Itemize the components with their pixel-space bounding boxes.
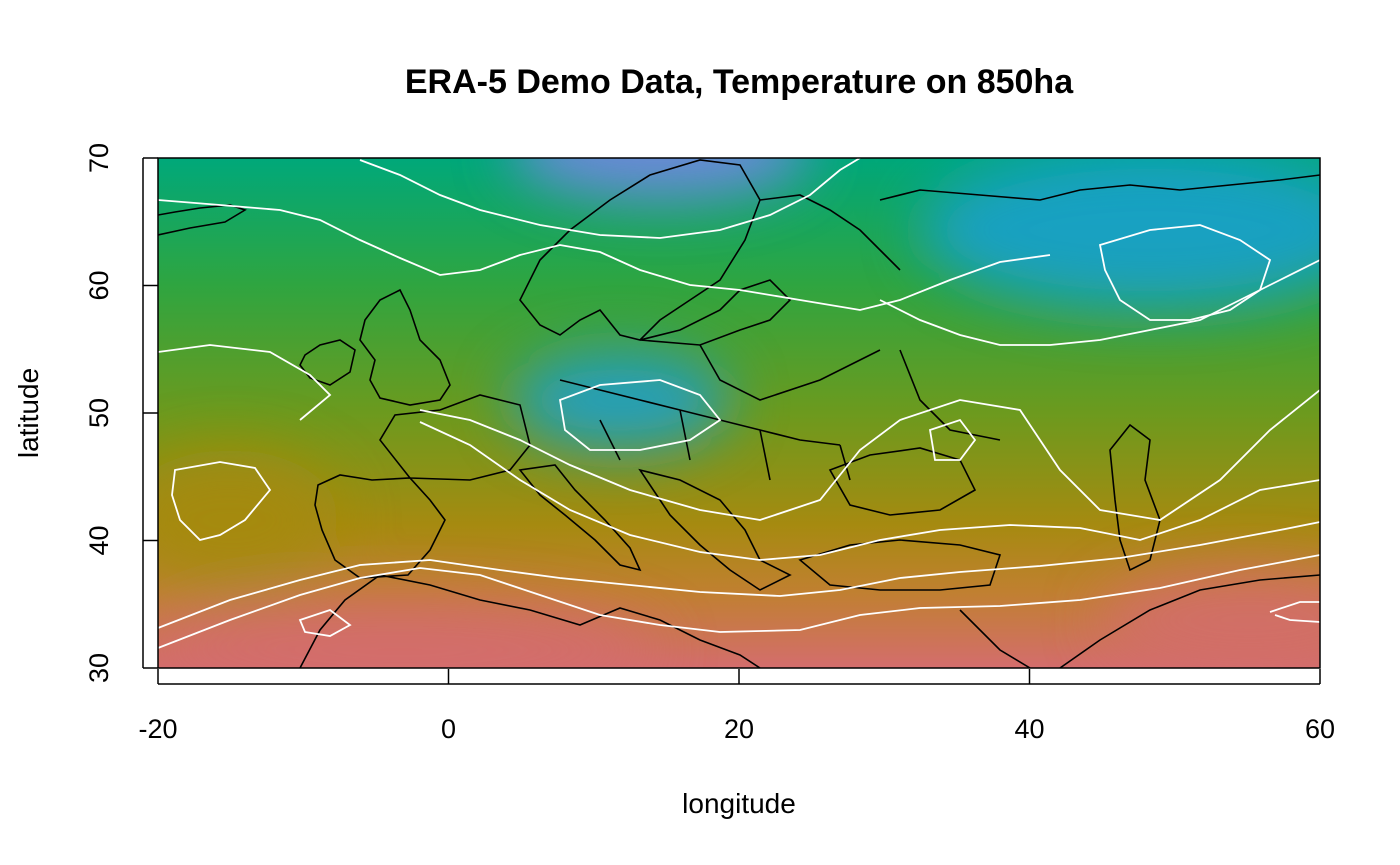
x-tick-label: 20 bbox=[724, 714, 754, 744]
isoline-atlantic-loop bbox=[171, 461, 272, 541]
isoline-south-2 bbox=[158, 521, 1320, 629]
isoline-north-1 bbox=[158, 199, 1051, 311]
y-axis-label: latitude bbox=[13, 368, 44, 458]
coastline-north-africa bbox=[299, 574, 761, 668]
x-tick-label: 0 bbox=[441, 714, 456, 744]
cold-region-russia bbox=[920, 158, 1320, 310]
isoline-west bbox=[158, 344, 332, 421]
x-axis: -20 0 20 40 60 bbox=[138, 669, 1335, 744]
coastline-france bbox=[379, 394, 531, 481]
coastline-arctic bbox=[879, 174, 1320, 201]
isoline-russia bbox=[879, 259, 1320, 346]
coastline-ireland bbox=[299, 339, 356, 386]
y-axis: 30 40 50 60 70 bbox=[84, 143, 158, 683]
coastline-iceland bbox=[158, 204, 247, 236]
coastline-italy bbox=[518, 464, 642, 572]
coastline-iberia bbox=[314, 474, 446, 579]
y-tick-label: 60 bbox=[84, 270, 114, 300]
x-tick-label: 60 bbox=[1305, 714, 1335, 744]
isoline-anatolia-loop bbox=[928, 418, 977, 461]
isoline-east bbox=[1098, 224, 1272, 321]
temperature-isolines bbox=[158, 158, 1320, 649]
isoline-north-2 bbox=[359, 158, 861, 239]
isoline-mid-2 bbox=[419, 389, 1320, 521]
coastline-kola bbox=[759, 194, 901, 271]
x-axis-label: longitude bbox=[682, 788, 796, 819]
x-tick-label: -20 bbox=[138, 714, 177, 744]
coastline-mideast bbox=[959, 574, 1320, 668]
hot-region-middle-east bbox=[1100, 570, 1320, 668]
coastline-scandinavia bbox=[519, 159, 761, 341]
temperature-field bbox=[158, 158, 1320, 668]
warm-region-atlantic bbox=[158, 450, 340, 590]
coastline-caspian bbox=[1109, 423, 1161, 572]
isoline-central-loop bbox=[558, 379, 722, 451]
coastline-black-sea bbox=[828, 447, 977, 516]
cold-region-scandinavia bbox=[511, 158, 809, 200]
chart-title: ERA-5 Demo Data, Temperature on 850ha bbox=[405, 63, 1074, 101]
hot-region-north-africa bbox=[158, 600, 660, 668]
isoline-south-1 bbox=[158, 554, 1320, 649]
coastline-balkans bbox=[638, 468, 792, 591]
coastline-britain bbox=[359, 288, 451, 406]
y-tick-label: 70 bbox=[84, 143, 114, 173]
coastlines bbox=[158, 159, 1320, 668]
x-tick-label: 40 bbox=[1014, 714, 1044, 744]
isoline-sahara-loop bbox=[298, 608, 352, 637]
isoline-mideast-loop bbox=[1269, 601, 1320, 623]
border-lines-europe bbox=[559, 344, 1001, 481]
coastline-baltic bbox=[639, 279, 792, 346]
y-tick-label: 40 bbox=[84, 525, 114, 555]
isoline-mid-1 bbox=[419, 421, 1320, 561]
y-tick-label: 50 bbox=[84, 398, 114, 428]
y-tick-label: 30 bbox=[84, 653, 114, 683]
